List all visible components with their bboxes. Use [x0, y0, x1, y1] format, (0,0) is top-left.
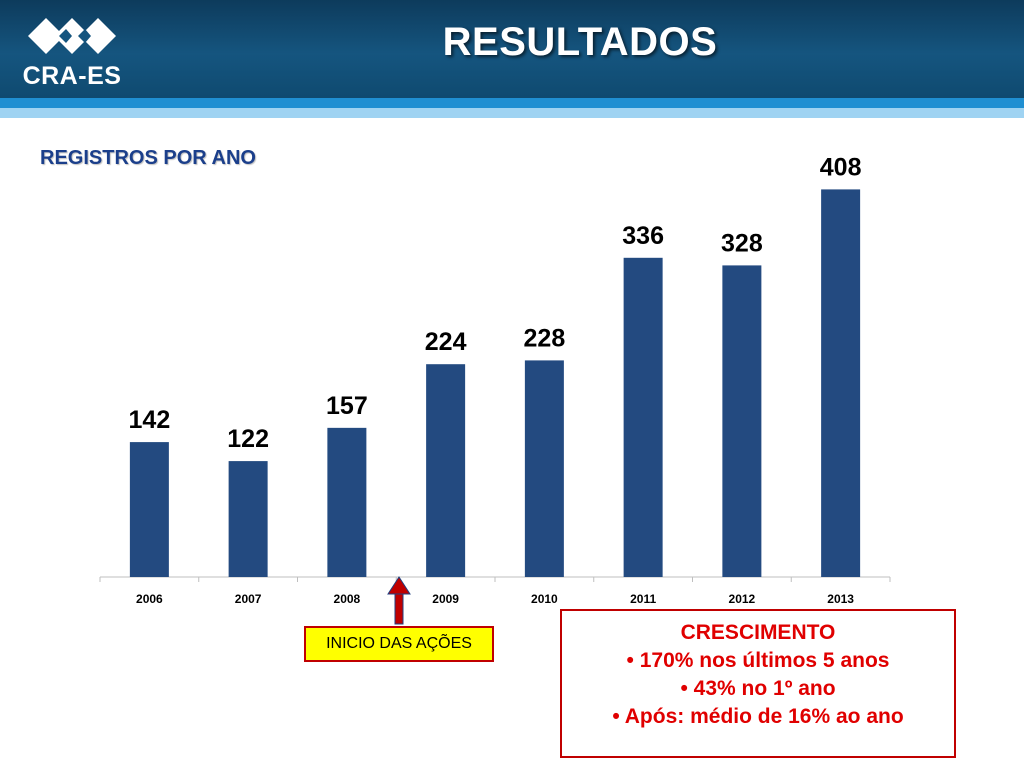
data-label-2010: 228: [524, 324, 566, 352]
x-tick-label-2011: 2011: [630, 592, 656, 606]
x-tick-label-2012: 2012: [729, 592, 756, 606]
bar-2007: [228, 461, 268, 577]
growth-bullet-3: • Após: médio de 16% ao ano: [612, 705, 904, 728]
start-arrow-icon: [387, 576, 411, 625]
x-tick-label-2013: 2013: [827, 592, 854, 606]
header-stripe-light: [0, 108, 1024, 118]
chart-subtitle: REGISTROS POR ANO: [40, 147, 256, 169]
x-tick-label-2008: 2008: [334, 592, 361, 606]
bar-2013: [821, 189, 861, 577]
growth-box: CRESCIMENTO • 170% nos últimos 5 anos • …: [560, 609, 956, 758]
growth-bullet-2: • 43% no 1º ano: [680, 677, 836, 700]
data-label-2013: 408: [820, 153, 862, 181]
bar-2012: [722, 265, 762, 577]
data-label-2007: 122: [227, 425, 269, 453]
x-tick-label-2009: 2009: [432, 592, 459, 606]
bar-2006: [129, 442, 169, 577]
bar-2008: [327, 427, 367, 577]
start-actions-callout: INICIO DAS AÇÕES: [304, 626, 494, 662]
growth-heading: CRESCIMENTO: [680, 621, 836, 644]
x-tick-label-2007: 2007: [235, 592, 262, 606]
data-label-2011: 336: [622, 222, 664, 250]
data-label-2012: 328: [721, 229, 763, 257]
header-stripe: [0, 98, 1024, 108]
bar-2009: [426, 364, 466, 577]
data-label-2009: 224: [425, 328, 467, 356]
logo-text: CRA-ES: [22, 62, 122, 90]
x-tick-label-2006: 2006: [136, 592, 163, 606]
data-label-2006: 142: [129, 406, 171, 434]
cra-es-logo: CRA-ES: [22, 14, 122, 92]
page-title: RESULTADOS: [442, 20, 718, 64]
growth-bullet-1: • 170% nos últimos 5 anos: [626, 649, 890, 672]
x-tick-label-2010: 2010: [531, 592, 558, 606]
logo-diamonds-icon: [28, 18, 116, 54]
bar-2010: [524, 360, 564, 577]
header-band: [0, 0, 1024, 98]
data-label-2008: 157: [326, 392, 368, 420]
bar-2011: [623, 257, 663, 577]
